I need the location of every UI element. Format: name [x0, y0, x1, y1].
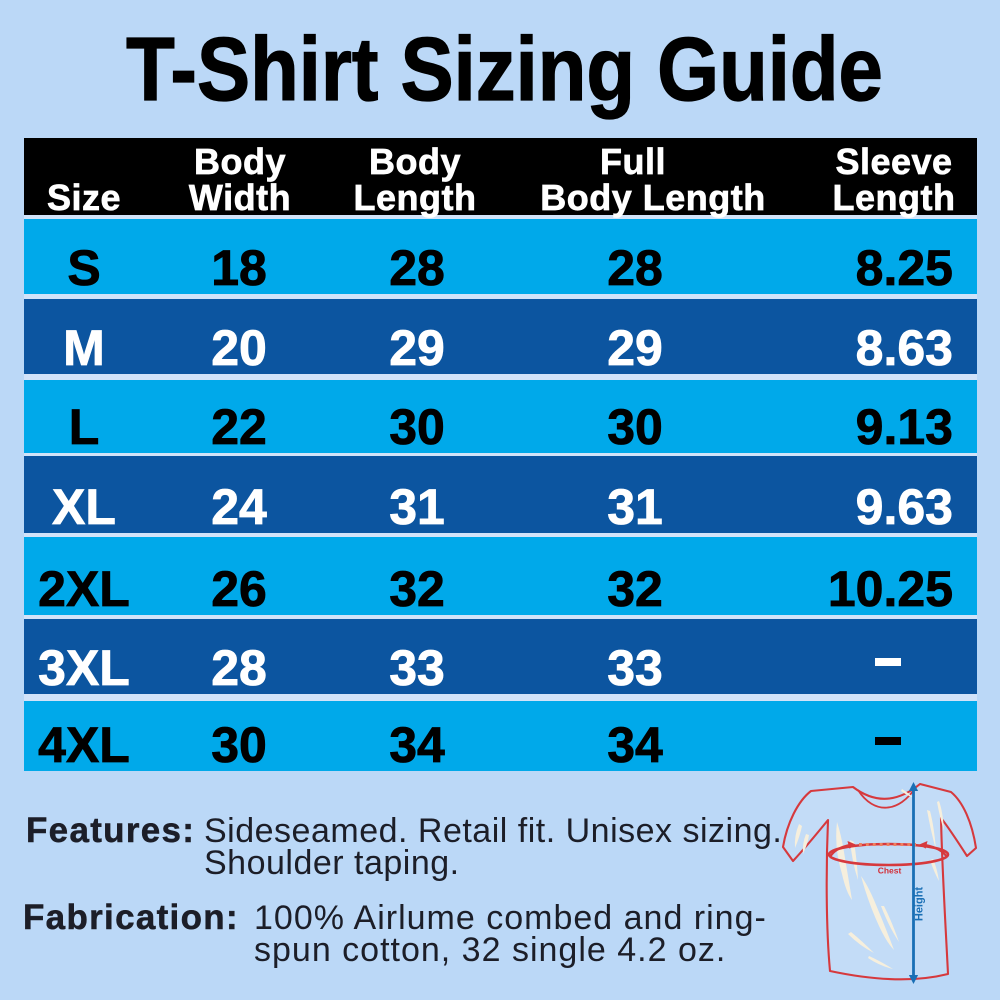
- svg-text:Height: Height: [914, 887, 926, 922]
- svg-text:Chest: Chest: [878, 866, 902, 876]
